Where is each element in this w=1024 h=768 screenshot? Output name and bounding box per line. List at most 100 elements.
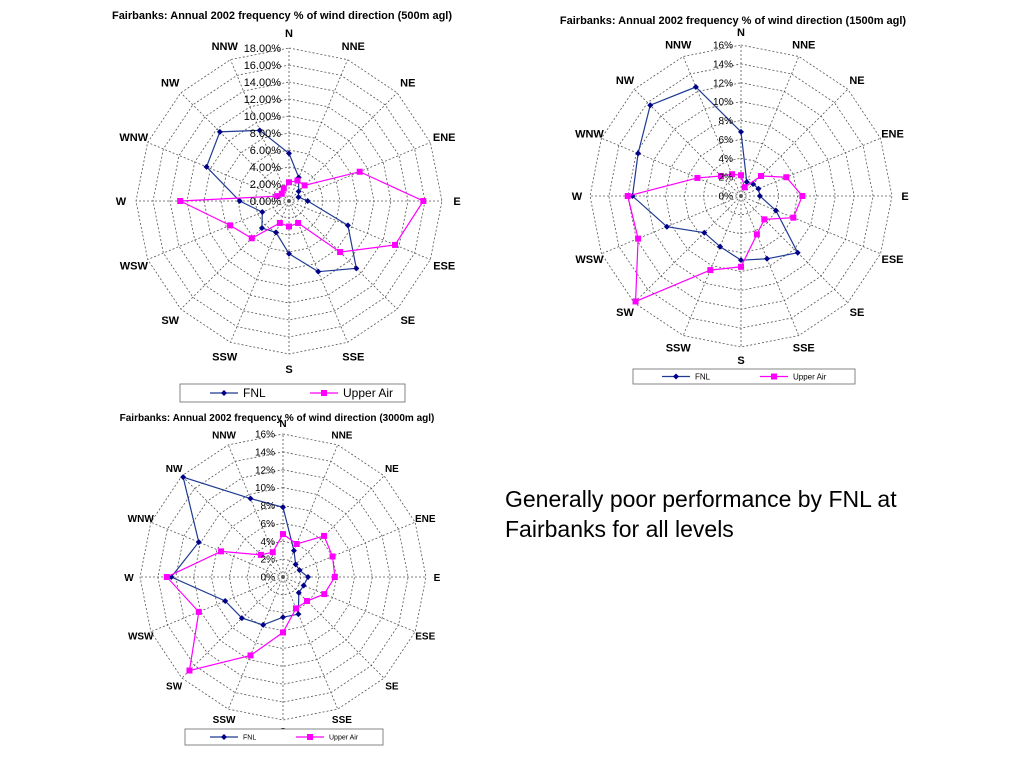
data-point-upper-air <box>707 267 714 274</box>
direction-label-nnw: NNW <box>665 40 692 52</box>
data-point-fnl <box>300 582 307 589</box>
direction-label-nne: NNE <box>331 431 352 442</box>
tick-label: 2.00% <box>250 179 281 191</box>
series-upper-air <box>163 531 338 674</box>
grid-ring <box>246 540 320 614</box>
data-point-fnl <box>295 188 302 195</box>
chart-title: Fairbanks: Annual 2002 frequency % of wi… <box>120 413 435 424</box>
tick-label: 8% <box>719 116 734 127</box>
data-point-upper-air <box>738 172 744 179</box>
tick-label: 2% <box>719 173 734 184</box>
grid-spoke <box>633 195 742 304</box>
data-point-fnl <box>764 255 771 262</box>
data-point-upper-air <box>741 184 748 191</box>
data-point-fnl <box>344 222 351 229</box>
data-point-fnl <box>353 265 360 272</box>
data-point-upper-air <box>392 241 399 248</box>
direction-label-nw: NW <box>166 464 183 475</box>
data-point-fnl <box>663 223 670 230</box>
data-point-fnl <box>272 229 279 236</box>
direction-label-w: W <box>572 191 583 203</box>
data-point-upper-air <box>738 263 744 270</box>
data-point-fnl <box>290 547 297 554</box>
direction-label-e: E <box>453 196 460 208</box>
direction-label-sse: SSE <box>793 343 815 355</box>
tick-label: 14.00% <box>244 77 282 89</box>
data-point-fnl <box>195 539 202 546</box>
direction-label-n: N <box>285 28 293 40</box>
data-point-upper-air <box>783 174 790 181</box>
data-point-fnl <box>296 567 303 574</box>
grid-spoke <box>180 200 290 310</box>
tick-label: 16% <box>713 41 733 52</box>
series-fnl <box>203 127 360 275</box>
data-point-upper-air <box>248 235 255 242</box>
direction-label-se: SE <box>850 307 865 319</box>
chart-title: Fairbanks: Annual 2002 frequency % of wi… <box>112 10 452 22</box>
direction-label-n: N <box>279 419 286 430</box>
direction-label-wsw: WSW <box>120 260 149 272</box>
data-point-fnl <box>236 198 243 204</box>
data-point-fnl <box>216 128 223 135</box>
direction-label-ese: ESE <box>433 260 455 272</box>
direction-label-se: SE <box>400 315 415 327</box>
tick-label: 16% <box>255 430 275 441</box>
summary-note: Generally poor performance by FNL at Fai… <box>505 486 897 542</box>
tick-label: 4.00% <box>250 162 281 174</box>
data-point-upper-air <box>753 231 760 238</box>
data-point-upper-air <box>694 174 701 181</box>
direction-label-ene: ENE <box>881 128 904 140</box>
direction-label-nw: NW <box>616 75 635 87</box>
tick-label: 2% <box>261 555 276 566</box>
tick-label: 0% <box>261 573 276 584</box>
data-point-fnl <box>647 102 654 109</box>
grid-spoke <box>150 521 284 578</box>
data-point-upper-air <box>163 574 170 580</box>
data-point-fnl <box>286 150 292 157</box>
grid-spoke <box>601 195 742 255</box>
tick-label: 16.00% <box>244 60 282 72</box>
tick-label: 10% <box>713 97 733 108</box>
data-point-upper-air <box>717 172 724 179</box>
data-point-fnl <box>635 150 642 157</box>
legend-box <box>632 368 856 385</box>
data-point-upper-air <box>293 540 300 547</box>
tick-labels: 0% 2% 4% 6% 8% 10% 12% 14% 16% <box>255 430 275 584</box>
data-point-upper-air <box>177 198 184 204</box>
series-fnl <box>629 84 801 264</box>
direction-label-se: SE <box>385 682 399 693</box>
grid-spoke <box>740 195 881 255</box>
data-point-fnl <box>750 180 757 187</box>
grid-spoke <box>740 137 881 197</box>
data-point-upper-air <box>624 193 631 199</box>
data-point-upper-air <box>321 591 328 598</box>
data-point-upper-air <box>321 532 328 539</box>
chart-title: Fairbanks: Annual 2002 frequency % of wi… <box>560 15 907 27</box>
data-point-upper-air <box>286 223 292 230</box>
direction-label-s: S <box>285 364 292 376</box>
data-point-fnl <box>222 597 229 604</box>
direction-label-n: N <box>737 27 745 39</box>
data-point-upper-air <box>758 172 765 179</box>
grid-ring <box>237 149 341 253</box>
direction-label-sw: SW <box>166 682 183 693</box>
legend-label: FNL <box>243 734 256 741</box>
data-point-upper-air <box>278 190 285 197</box>
data-point-upper-air <box>304 598 311 605</box>
series-line <box>631 86 799 261</box>
tick-label: 6% <box>719 135 734 146</box>
data-point-upper-air <box>269 549 276 556</box>
direction-label-e: E <box>434 573 441 584</box>
legend-marker-upper-air <box>307 734 313 740</box>
tick-label: 6.00% <box>250 145 281 157</box>
data-point-fnl <box>305 574 312 580</box>
tick-label: 12% <box>255 465 275 476</box>
grid <box>139 433 427 721</box>
grid-spoke <box>740 195 849 304</box>
data-point-upper-air <box>790 214 797 221</box>
legend: FNL Upper Air <box>632 368 856 385</box>
direction-label-nnw: NNW <box>212 431 236 442</box>
data-point-fnl <box>743 179 750 186</box>
grid-spoke <box>180 92 290 202</box>
legend-marker-fnl <box>673 373 679 380</box>
